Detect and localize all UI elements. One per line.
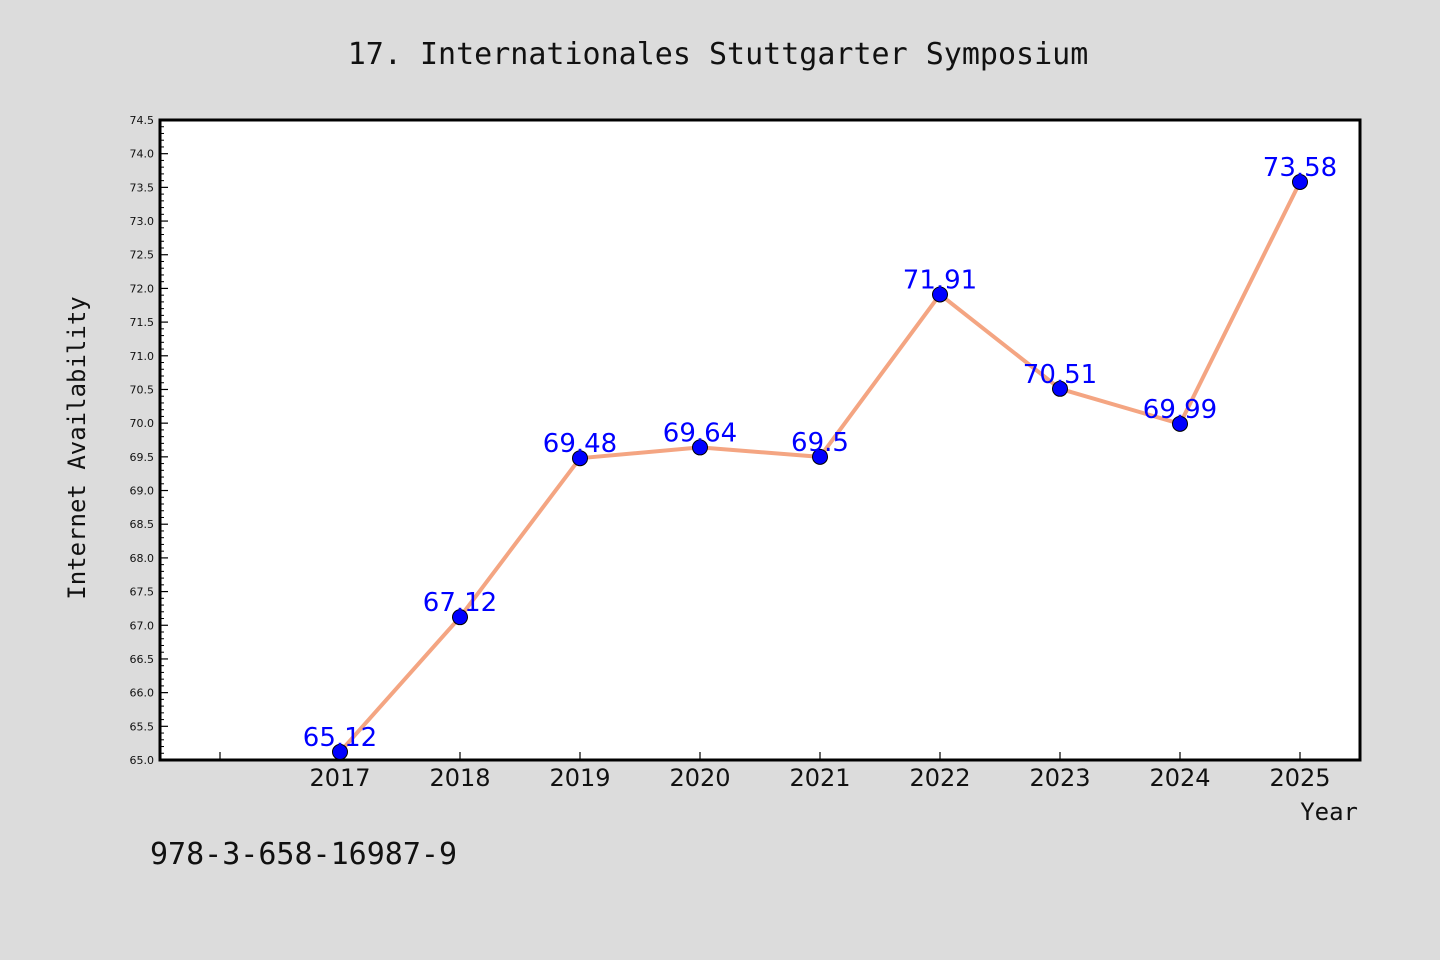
y-tick-label: 71.0: [130, 350, 155, 363]
data-label: 69.99: [1143, 395, 1217, 425]
y-tick-label: 66.0: [130, 687, 155, 700]
y-tick-label: 69.5: [130, 451, 155, 464]
data-point: [1172, 415, 1188, 432]
data-label: 73.58: [1263, 153, 1337, 183]
x-tick-label: 2019: [549, 764, 610, 792]
y-tick-label: 71.5: [130, 316, 155, 329]
x-tick-label: 2025: [1269, 764, 1330, 792]
y-axis-label: Internet Availability: [63, 296, 91, 599]
y-tick-label: 68.5: [130, 518, 155, 531]
data-point: [572, 450, 588, 467]
data-label: 67.12: [423, 588, 497, 618]
y-tick-label: 67.5: [130, 586, 155, 599]
y-tick-label: 70.0: [130, 417, 155, 430]
y-tick-label: 65.5: [130, 720, 155, 733]
x-tick-label: 2018: [429, 764, 490, 792]
plot-area: [158, 118, 1362, 762]
data-label: 70.51: [1023, 360, 1097, 390]
footnote-isbn: 978-3-658-16987-9: [150, 837, 457, 872]
x-tick-label: 2024: [1149, 764, 1210, 792]
chart-title: 17. Internationales Stuttgarter Symposiu…: [348, 37, 1089, 72]
data-label-layer: 65.12 67.12 69.48 69.64 69.5 71.91 70.51 69.99 7…: [303, 153, 1337, 753]
y-tick-label: 73.0: [130, 215, 155, 228]
y-tick-label: 72.0: [130, 282, 155, 295]
y-tick-label: 67.0: [130, 619, 155, 632]
y-tick-label: 74.5: [130, 114, 155, 127]
y-tick-label: 70.5: [130, 383, 155, 396]
data-point: [332, 743, 348, 760]
data-label: 71.91: [903, 265, 977, 295]
y-tick-label: 72.5: [130, 249, 155, 262]
y-tick-label: 74.0: [130, 148, 155, 161]
series-layer: [332, 173, 1308, 760]
y-tick-label: 69.0: [130, 485, 155, 498]
x-tick-label: 2020: [669, 764, 730, 792]
data-label: 65.12: [303, 723, 377, 753]
x-tick-label: 2017: [309, 764, 370, 792]
data-label: 69.64: [663, 418, 737, 448]
x-axis: 2017 2018 2019 2020 2021 2022 2023 2024 2025: [219, 752, 1331, 792]
data-label: 69.5: [791, 428, 849, 458]
data-point: [692, 439, 708, 456]
y-tick-label: 66.5: [130, 653, 155, 666]
y-axis: 65.0 65.5 66.0 66.5 67.0 67.5 68.0 68.5 69.0 69.5…: [130, 114, 168, 767]
x-axis-label: Year: [1300, 798, 1358, 826]
data-point: [1052, 380, 1068, 397]
data-point: [452, 609, 468, 626]
y-tick-label: 65.0: [130, 754, 155, 767]
data-point: [932, 286, 948, 303]
data-point: [812, 448, 828, 465]
x-tick-label: 2022: [909, 764, 970, 792]
y-tick-label: 73.5: [130, 181, 155, 194]
data-label: 69.48: [543, 429, 617, 459]
x-tick-label: 2021: [789, 764, 850, 792]
x-tick-label: 2023: [1029, 764, 1090, 792]
y-tick-label: 68.0: [130, 552, 155, 565]
data-point: [1292, 173, 1308, 190]
